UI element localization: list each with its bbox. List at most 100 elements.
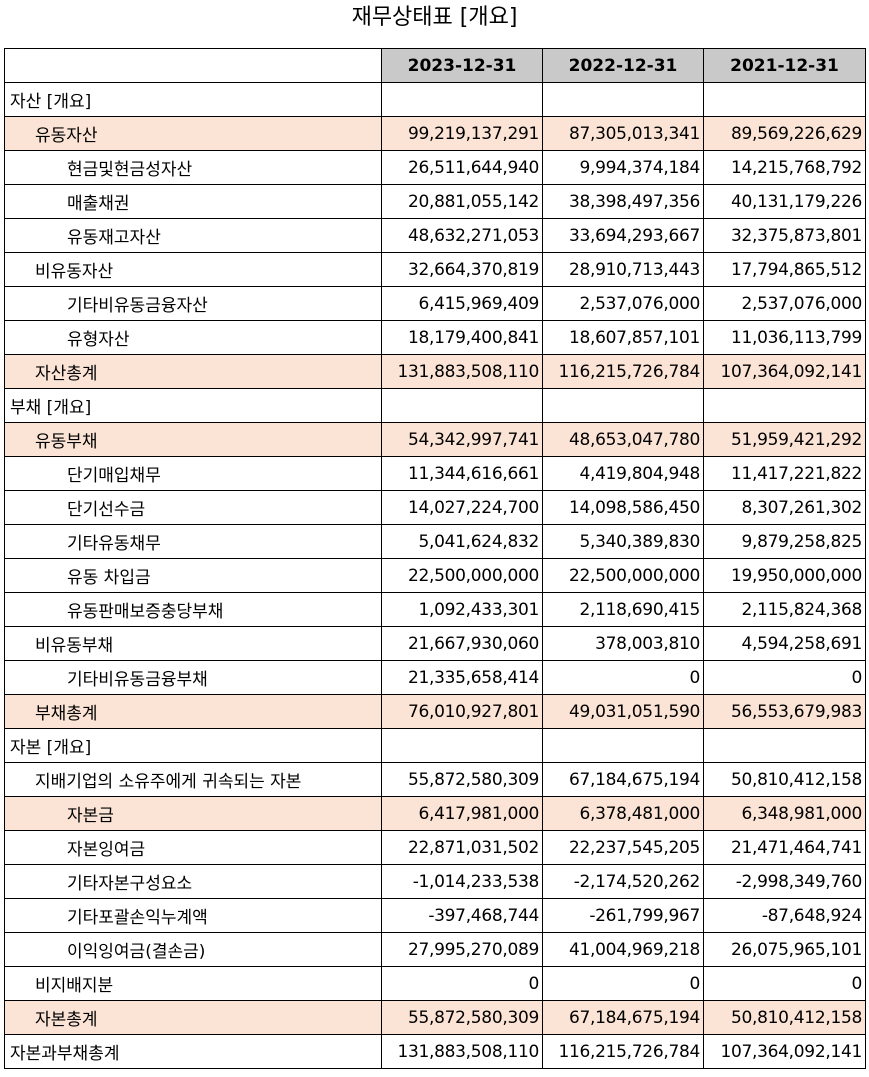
row-label: 자본과부채총계	[4, 1034, 382, 1069]
table-row: 기타비유동금융자산 6,415,969,409 2,537,076,000 2,537…	[4, 286, 866, 321]
row-value-2022: 28,910,713,443	[542, 252, 704, 287]
row-value-2021: 11,036,113,799	[703, 320, 866, 355]
table-row: 이익잉여금(결손금) 27,995,270,089 41,004,969,218 26…	[4, 932, 866, 967]
row-value-2023: 99,219,137,291	[381, 116, 543, 151]
page-title: 재무상태표 [개요]	[351, 5, 518, 30]
table-row: 매출채권 20,881,055,142 38,398,497,356 40,131,1…	[4, 184, 866, 219]
row-value-2021: 50,810,412,158	[703, 1000, 866, 1035]
table-row: 유형자산 18,179,400,841 18,607,857,101 11,036,1…	[4, 320, 866, 355]
row-value-2021: 2,537,076,000	[703, 286, 866, 321]
row-value-2022: 67,184,675,194	[542, 1000, 704, 1035]
row-value-2023: 26,511,644,940	[381, 150, 543, 185]
row-value-2021: 32,375,873,801	[703, 218, 866, 253]
row-value-2023: 48,632,271,053	[381, 218, 543, 253]
row-label: 자산 [개요]	[4, 82, 382, 117]
row-value-2023: 76,010,927,801	[381, 694, 543, 729]
row-label: 유동자산	[4, 116, 382, 151]
row-value-2021: 40,131,179,226	[703, 184, 866, 219]
row-value-2022: 5,340,389,830	[542, 524, 704, 559]
row-value-2022: 18,607,857,101	[542, 320, 704, 355]
row-value-2023: 21,335,658,414	[381, 660, 543, 695]
row-value-2021: 17,794,865,512	[703, 252, 866, 287]
row-value-2021: 56,553,679,983	[703, 694, 866, 729]
row-label: 자본총계	[4, 1000, 382, 1035]
table-row: 기타유동채무 5,041,624,832 5,340,389,830 9,879,25…	[4, 524, 866, 559]
row-value-2023: 5,041,624,832	[381, 524, 543, 559]
row-value-2021: 11,417,221,822	[703, 456, 866, 491]
row-label: 기타자본구성요소	[4, 864, 382, 899]
table-row: 유동판매보증충당부채 1,092,433,301 2,118,690,415 2,11…	[4, 592, 866, 627]
row-value-2023: 22,871,031,502	[381, 830, 543, 865]
row-value-2023	[381, 388, 543, 423]
table-row: 기타포괄손익누계액 -397,468,744 -261,799,967 -87,648…	[4, 898, 866, 933]
row-value-2022	[542, 728, 704, 763]
row-value-2021: -2,998,349,760	[703, 864, 866, 899]
row-value-2021: 2,115,824,368	[703, 592, 866, 627]
table-row: 비유동자산 32,664,370,819 28,910,713,443 17,794,…	[4, 252, 866, 287]
row-value-2021: 8,307,261,302	[703, 490, 866, 525]
row-label: 부채총계	[4, 694, 382, 729]
row-value-2023: -1,014,233,538	[381, 864, 543, 899]
row-value-2021: 14,215,768,792	[703, 150, 866, 185]
table-row: 자본과부채총계 131,883,508,110 116,215,726,784 107…	[4, 1034, 866, 1069]
row-label: 유동 차입금	[4, 558, 382, 593]
row-label: 기타비유동금융부채	[4, 660, 382, 695]
header-blank-cell	[4, 48, 382, 83]
table-row: 자산총계 131,883,508,110 116,215,726,784 107,36…	[4, 354, 866, 389]
row-value-2021: 0	[703, 660, 866, 695]
row-value-2023	[381, 82, 543, 117]
table-row: 자산 [개요]	[4, 82, 866, 117]
row-value-2022: 67,184,675,194	[542, 762, 704, 797]
row-value-2023: 131,883,508,110	[381, 354, 543, 389]
row-value-2021: 6,348,981,000	[703, 796, 866, 831]
row-value-2022: 378,003,810	[542, 626, 704, 661]
header-date-2022: 2022-12-31	[542, 48, 704, 83]
table-row: 유동 차입금 22,500,000,000 22,500,000,000 19,950…	[4, 558, 866, 593]
table-row: 유동재고자산 48,632,271,053 33,694,293,667 32,375…	[4, 218, 866, 253]
row-value-2022: 33,694,293,667	[542, 218, 704, 253]
row-value-2021: 107,364,092,141	[703, 1034, 866, 1069]
row-value-2023: 55,872,580,309	[381, 762, 543, 797]
row-value-2021: 0	[703, 966, 866, 1001]
header-date-2023: 2023-12-31	[381, 48, 543, 83]
row-label: 단기선수금	[4, 490, 382, 525]
row-value-2021: 26,075,965,101	[703, 932, 866, 967]
row-value-2022: 6,378,481,000	[542, 796, 704, 831]
row-value-2022: 38,398,497,356	[542, 184, 704, 219]
row-value-2022: 22,500,000,000	[542, 558, 704, 593]
row-value-2023: 54,342,997,741	[381, 422, 543, 457]
row-value-2022: 4,419,804,948	[542, 456, 704, 491]
row-label: 비유동자산	[4, 252, 382, 287]
row-value-2021: 50,810,412,158	[703, 762, 866, 797]
row-label: 부채 [개요]	[4, 388, 382, 423]
row-value-2022: 2,118,690,415	[542, 592, 704, 627]
row-value-2022: 9,994,374,184	[542, 150, 704, 185]
row-value-2022: 0	[542, 660, 704, 695]
row-label: 자본잉여금	[4, 830, 382, 865]
table-row: 단기선수금 14,027,224,700 14,098,586,450 8,307,2…	[4, 490, 866, 525]
table-row: 부채 [개요]	[4, 388, 866, 423]
row-value-2022	[542, 82, 704, 117]
row-value-2021: -87,648,924	[703, 898, 866, 933]
table-row: 현금및현금성자산 26,511,644,940 9,994,374,184 14,21…	[4, 150, 866, 185]
row-value-2023: 20,881,055,142	[381, 184, 543, 219]
row-value-2023: 6,417,981,000	[381, 796, 543, 831]
row-value-2023: 27,995,270,089	[381, 932, 543, 967]
row-value-2021: 21,471,464,741	[703, 830, 866, 865]
row-value-2022: 0	[542, 966, 704, 1001]
row-label: 단기매입채무	[4, 456, 382, 491]
row-label: 기타비유동금융자산	[4, 286, 382, 321]
row-label: 비유동부채	[4, 626, 382, 661]
balance-sheet-table: 2023-12-31 2022-12-31 2021-12-31 자산 [개요]…	[4, 48, 866, 1069]
row-value-2023: 55,872,580,309	[381, 1000, 543, 1035]
row-value-2022: 48,653,047,780	[542, 422, 704, 457]
row-label: 자본 [개요]	[4, 728, 382, 763]
row-label: 매출채권	[4, 184, 382, 219]
row-label: 유동재고자산	[4, 218, 382, 253]
row-value-2022: 87,305,013,341	[542, 116, 704, 151]
row-value-2021: 107,364,092,141	[703, 354, 866, 389]
row-value-2023: -397,468,744	[381, 898, 543, 933]
table-row: 기타자본구성요소 -1,014,233,538 -2,174,520,262 -2,9…	[4, 864, 866, 899]
row-label: 유동판매보증충당부채	[4, 592, 382, 627]
row-value-2023: 131,883,508,110	[381, 1034, 543, 1069]
